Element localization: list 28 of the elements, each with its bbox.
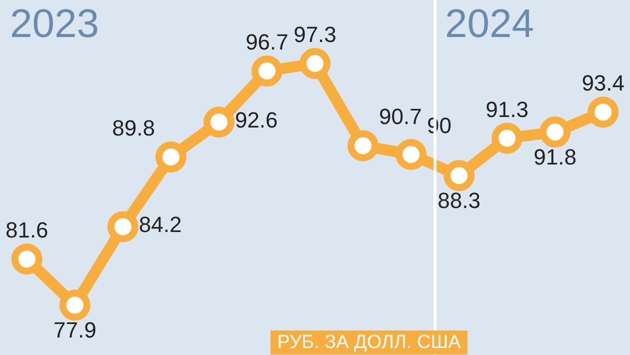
data-label: 93.4 — [582, 70, 625, 96]
point — [396, 138, 427, 170]
annotation: 2023 — [10, 2, 99, 46]
point — [59, 290, 90, 321]
data-label: 96.7 — [246, 30, 288, 54]
data-label: 84.2 — [138, 212, 182, 238]
data-label: 77.9 — [53, 318, 96, 343]
point — [492, 122, 523, 154]
data-label: 89.8 — [112, 115, 155, 140]
data-label: 91.3 — [486, 96, 528, 122]
data-label: 81.6 — [5, 218, 48, 243]
point — [588, 96, 619, 128]
point — [107, 211, 138, 242]
data-label: 90.7 — [379, 104, 422, 130]
data-label: 97.3 — [294, 22, 336, 48]
point — [203, 106, 234, 138]
point — [300, 48, 330, 80]
point — [251, 56, 282, 86]
data-label: 91.8 — [534, 144, 577, 170]
annotation: РУБ. ЗА ДОЛЛ. США — [272, 332, 466, 353]
annotation: 2024 — [445, 2, 534, 46]
point — [540, 116, 571, 148]
point — [11, 244, 42, 275]
point — [155, 141, 186, 172]
data-label: 92.6 — [234, 108, 278, 133]
data-label: 88.3 — [438, 188, 480, 214]
point — [444, 160, 475, 192]
point — [348, 130, 379, 162]
